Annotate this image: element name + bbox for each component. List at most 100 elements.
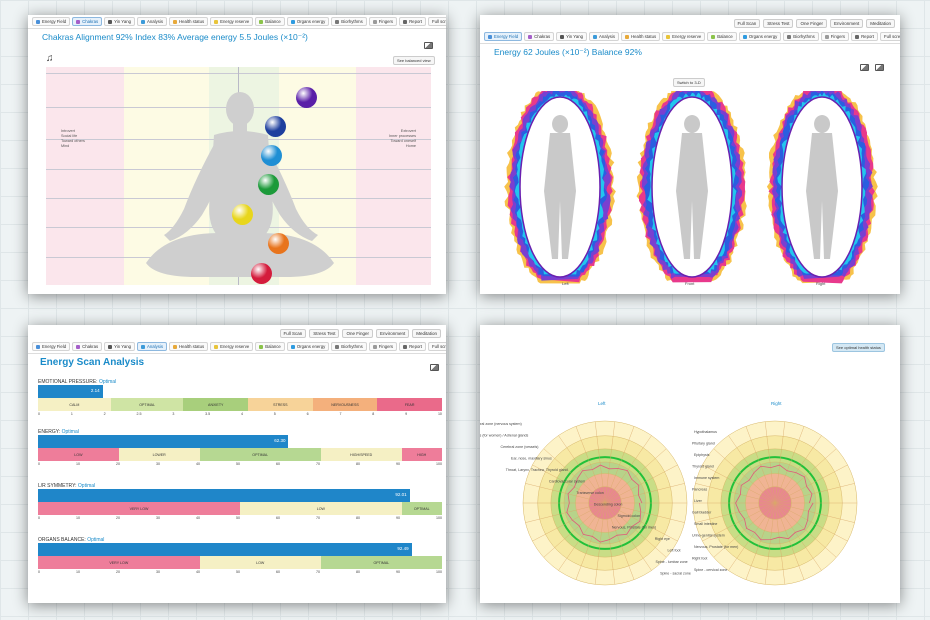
zone-segment: VERY LOW xyxy=(38,556,200,569)
tab-balance[interactable]: Balance xyxy=(255,342,285,351)
switch-3d-button[interactable]: Switch to 3-D xyxy=(673,78,705,87)
value-label: 92.49 xyxy=(397,546,409,551)
tab-energy-field[interactable]: Energy Field xyxy=(32,17,71,26)
view-front-label: Front xyxy=(685,281,695,286)
tab-label: Yin Yang xyxy=(114,19,132,24)
tab-balance[interactable]: Balance xyxy=(707,32,737,41)
tab-organs-energy[interactable]: Organs energy xyxy=(286,342,330,351)
tab-report[interactable]: Report xyxy=(399,342,426,351)
health-status-icon xyxy=(173,344,178,349)
energy-reserve-icon xyxy=(214,344,219,349)
chakra-ball-4[interactable] xyxy=(257,173,279,195)
chakras-icon xyxy=(528,34,533,39)
balance-icon xyxy=(259,19,264,24)
mode-meditation-button[interactable]: Meditation xyxy=(866,19,895,28)
tab-label: Organs energy xyxy=(748,34,778,39)
scan-type-bar: Full Scan Stress Test One Finger Environmen… xyxy=(480,15,900,30)
zone-segment: LOW xyxy=(240,502,402,515)
organ-label: Small intestine xyxy=(694,522,717,526)
tab-energy-field[interactable]: Energy Field xyxy=(32,342,71,351)
tab-health-status[interactable]: Health status xyxy=(169,342,209,351)
tick-labels: 0 1 2 2.5 3 3.5 4 5 6 7 8 9 10 xyxy=(38,412,442,416)
music-note-icon[interactable]: ♫ xyxy=(46,53,54,64)
tab-health-status[interactable]: Health status xyxy=(169,17,209,26)
tab-report[interactable]: Report xyxy=(399,17,426,26)
tab-biorhythms[interactable]: Biorhythms xyxy=(331,17,367,26)
value-label: 62.30 xyxy=(274,438,286,443)
meditation-silhouette xyxy=(146,92,334,277)
organ-label: Ear, nose, maxillary sinus xyxy=(511,457,552,461)
mode-one-finger-button[interactable]: One Finger xyxy=(342,329,373,338)
tab-report[interactable]: Report xyxy=(851,32,878,41)
save-image-icon[interactable] xyxy=(860,64,869,71)
fullscreen-button[interactable]: Full screen xyxy=(879,32,900,41)
fullscreen-button[interactable]: Full screen xyxy=(427,342,446,351)
tab-energy-reserve[interactable]: Energy reserve xyxy=(210,17,254,26)
mode-one-finger-button[interactable]: One Finger xyxy=(796,19,827,28)
scan-section: ENERGY: Optimal 62.30 LOW LOWER OPTIMAL HIGH/… xyxy=(38,429,442,466)
yin-yang-icon xyxy=(560,34,565,39)
value-bar: 92.49 xyxy=(38,543,412,556)
tab-label: Report xyxy=(409,19,422,24)
mode-stress-test-button[interactable]: Stress Test xyxy=(309,329,340,338)
tab-label: Organs energy xyxy=(296,19,326,24)
balanced-view-button[interactable]: See balanced view xyxy=(393,56,435,65)
chakras-panel: Energy Field Chakras Yin Yang Analysis Healt… xyxy=(28,15,446,294)
scan-section: L/R SYMMETRY: Optimal 92.01 VERY LOW LOW OPT… xyxy=(38,483,442,520)
chakra-ball-6[interactable] xyxy=(267,232,289,254)
chakra-ball-7[interactable] xyxy=(250,262,272,284)
tab-yin-yang[interactable]: Yin Yang xyxy=(104,342,136,351)
tab-label: Balance xyxy=(717,34,733,39)
mode-full-scan-button[interactable]: Full Scan xyxy=(279,329,307,338)
organ-label: Nervous, Prostate (for men) xyxy=(694,545,738,549)
tab-energy-reserve[interactable]: Energy reserve xyxy=(662,32,706,41)
chakra-ball-5[interactable] xyxy=(231,203,253,225)
tab-chakras[interactable]: Chakras xyxy=(72,17,103,26)
mode-full-scan-button[interactable]: Full Scan xyxy=(733,19,761,28)
tab-yin-yang[interactable]: Yin Yang xyxy=(556,32,588,41)
tab-analysis[interactable]: Analysis xyxy=(137,17,168,26)
mode-meditation-button[interactable]: Meditation xyxy=(412,329,441,338)
tab-label: Energy Field xyxy=(42,19,67,24)
save-all-images-icon[interactable] xyxy=(875,64,884,71)
section-label: L/R SYMMETRY: Optimal xyxy=(38,483,96,489)
tab-chakras[interactable]: Chakras xyxy=(72,342,103,351)
mode-environment-button[interactable]: Environment xyxy=(829,19,864,28)
zone-scale: LOW LOWER OPTIMAL HIGH/SPEED HIGH xyxy=(38,448,442,461)
organ-label: Thyroid gland xyxy=(692,465,714,469)
tab-energy-field[interactable]: Energy Field xyxy=(484,32,523,41)
chakra-ball-2[interactable] xyxy=(264,115,286,137)
mode-stress-test-button[interactable]: Stress Test xyxy=(763,19,794,28)
chakra-ball-1[interactable] xyxy=(295,86,317,108)
tab-balance[interactable]: Balance xyxy=(255,17,285,26)
tab-organs-energy[interactable]: Organs energy xyxy=(286,17,330,26)
fullscreen-button[interactable]: Full screen xyxy=(427,17,446,26)
organs-chart-left xyxy=(522,420,688,586)
tab-organs-energy[interactable]: Organs energy xyxy=(738,32,782,41)
tab-fingers[interactable]: Fingers xyxy=(368,17,398,26)
tab-energy-reserve[interactable]: Energy reserve xyxy=(210,342,254,351)
report-icon xyxy=(855,34,860,39)
tab-fingers[interactable]: Fingers xyxy=(368,342,398,351)
zone-scale: VERY LOW LOW OPTIMAL xyxy=(38,556,442,569)
tab-analysis[interactable]: Analysis xyxy=(589,32,620,41)
tab-biorhythms[interactable]: Biorhythms xyxy=(331,342,367,351)
save-image-icon[interactable] xyxy=(424,42,433,49)
chakra-ball-3[interactable] xyxy=(260,144,282,166)
tab-chakras[interactable]: Chakras xyxy=(524,32,555,41)
tab-analysis[interactable]: Analysis xyxy=(137,342,168,351)
energy-field-icon xyxy=(36,344,40,349)
tab-yin-yang[interactable]: Yin Yang xyxy=(104,17,136,26)
tab-label: Biorhythms xyxy=(793,34,815,39)
tab-bar: Energy Field Chakras Yin Yang Analysis Healt… xyxy=(28,340,446,354)
tab-label: Analysis xyxy=(147,19,164,24)
tab-biorhythms[interactable]: Biorhythms xyxy=(783,32,819,41)
view-right-label: Right xyxy=(816,281,826,286)
tab-fingers[interactable]: Fingers xyxy=(820,32,850,41)
tab-health-status[interactable]: Health status xyxy=(621,32,661,41)
zone-segment: LOWER xyxy=(118,448,200,461)
tab-label: Yin Yang xyxy=(566,34,584,39)
optimal-health-button[interactable]: See optimal health status xyxy=(832,343,885,352)
save-image-icon[interactable] xyxy=(430,364,439,371)
mode-environment-button[interactable]: Environment xyxy=(375,329,410,338)
